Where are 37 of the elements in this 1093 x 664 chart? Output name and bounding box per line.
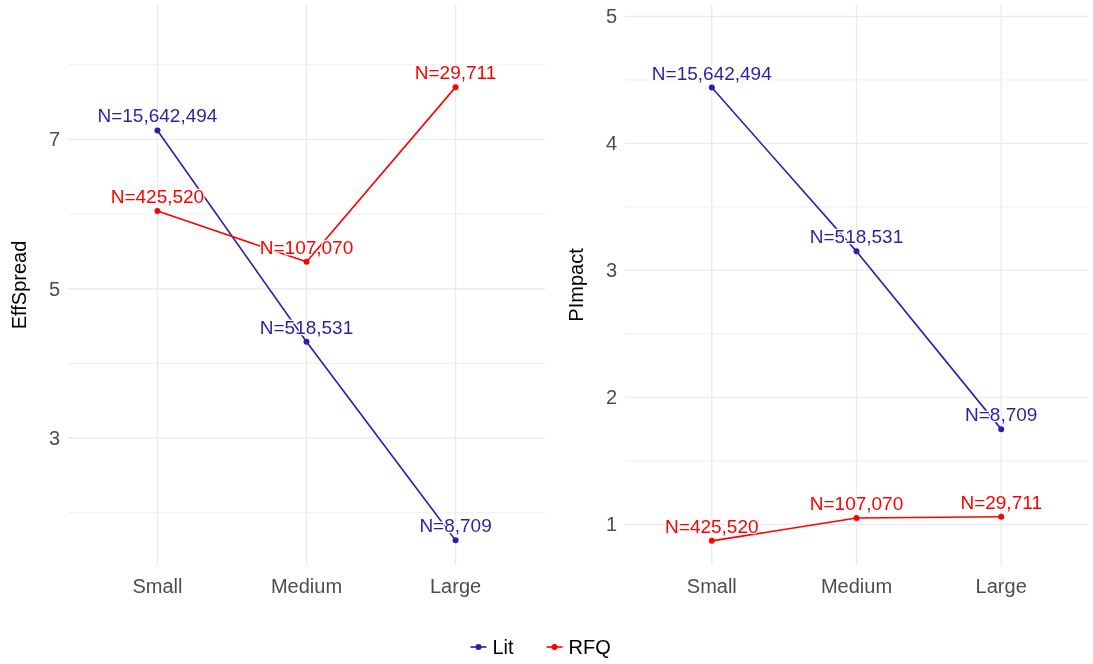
point (452, 537, 459, 544)
annotation: N=15,642,494 (651, 62, 773, 84)
annotation: N=425,520 (665, 515, 759, 537)
annotation: N=107,070 (809, 493, 904, 515)
y-axis-title: PImpact (565, 247, 587, 322)
point (154, 208, 161, 215)
x-tick-label: Medium (270, 575, 343, 597)
legend-label: Lit (492, 636, 515, 658)
y-tick-label: 2 (605, 386, 617, 409)
legend-label: RFQ (568, 636, 611, 658)
point (303, 338, 310, 345)
y-tick-label: 5 (605, 5, 617, 28)
y-tick-label: 7 (48, 128, 60, 151)
annotation: N=15,642,494 (97, 105, 218, 127)
x-tick-label: Large (429, 575, 482, 597)
y-tick-label: 3 (605, 259, 617, 282)
x-tick-label: Medium (820, 575, 893, 597)
point (853, 515, 860, 522)
y-tick-label: 4 (605, 132, 617, 155)
x-tick-label: Small (132, 575, 183, 597)
annotation: N=29,711 (414, 62, 497, 84)
y-tick-label: 1 (605, 513, 617, 536)
point (452, 84, 459, 91)
y-tick-label: 3 (48, 427, 60, 450)
annotation: N=29,711 (960, 491, 1042, 513)
point (853, 248, 860, 255)
y-axis-title: EffSpread (8, 240, 30, 330)
point (708, 537, 715, 544)
point (998, 426, 1005, 433)
x-tick-label: Small (686, 575, 737, 597)
x-tick-label: Large (975, 575, 1027, 597)
point (708, 84, 715, 91)
point (998, 513, 1005, 520)
annotation: N=425,520 (110, 186, 205, 208)
y-tick-label: 5 (48, 277, 60, 300)
point (154, 127, 161, 134)
point (303, 258, 310, 265)
